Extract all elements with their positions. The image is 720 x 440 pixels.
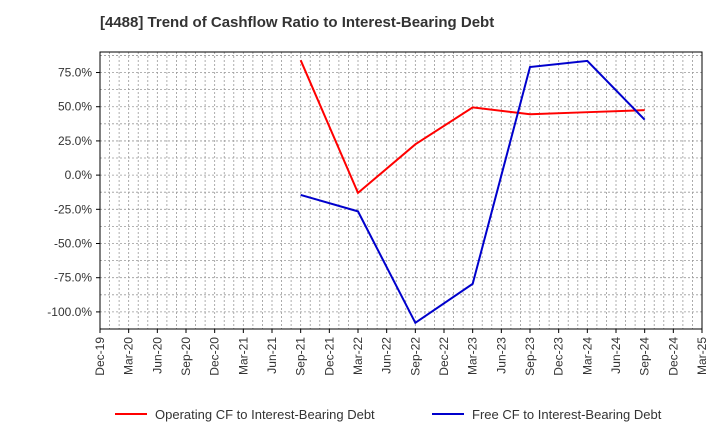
y-tick-label: 50.0% [58, 100, 92, 114]
y-tick-label: 0.0% [65, 168, 93, 182]
y-tick-label: 75.0% [58, 66, 92, 80]
chart-title: [4488] Trend of Cashflow Ratio to Intere… [100, 14, 495, 31]
y-tick-label: -50.0% [54, 237, 92, 251]
axes: 75.0% 50.0% 25.0% 0.0% -25.0% -50.0% -75.0% -10… [47, 51, 709, 376]
x-tick-label: Jun-23 [494, 337, 508, 374]
plot-background [100, 52, 702, 329]
x-tick-label: Sep-23 [523, 337, 537, 376]
series-line-free-cf [300, 59, 646, 325]
x-tick-label: Mar-25 [695, 337, 709, 375]
x-tick-label: Jun-20 [150, 337, 164, 374]
plot-frame [99, 51, 703, 330]
y-tick-label: -75.0% [54, 271, 92, 285]
y-tick-label: -25.0% [54, 202, 92, 216]
grid-lines [99, 52, 703, 329]
x-tick-label: Jun-21 [265, 337, 279, 374]
x-tick-label: Dec-23 [552, 337, 566, 376]
y-tick-label: -100.0% [47, 305, 92, 319]
x-tick-label: Sep-24 [638, 337, 652, 376]
x-tick-label: Jun-24 [609, 337, 623, 374]
legend-label: Operating CF to Interest-Bearing Debt [155, 407, 375, 422]
legend-label: Free CF to Interest-Bearing Debt [472, 407, 662, 422]
x-tick-label: Mar-24 [580, 337, 594, 375]
x-tick-label: Mar-21 [236, 337, 250, 375]
x-tick-label: Dec-19 [93, 337, 107, 376]
x-tick-label: Mar-23 [466, 337, 480, 375]
x-tick-label: Jun-22 [380, 337, 394, 374]
x-tick-label: Mar-22 [351, 337, 365, 375]
series-line-operating-cf [299, 59, 645, 195]
y-tick-label: 25.0% [58, 134, 92, 148]
x-tick-label: Dec-22 [437, 337, 451, 376]
x-tick-label: Dec-24 [666, 337, 680, 376]
x-tick-label: Sep-21 [294, 337, 308, 376]
series-lines [299, 59, 646, 325]
x-tick-label: Mar-20 [122, 337, 136, 375]
x-tick-label: Dec-20 [208, 337, 222, 376]
legend: Operating CF to Interest-Bearing Debt Fre… [115, 407, 662, 422]
x-tick-label: Dec-21 [322, 337, 336, 376]
x-tick-label: Sep-20 [179, 337, 193, 376]
x-tick-label: Sep-22 [408, 337, 422, 376]
